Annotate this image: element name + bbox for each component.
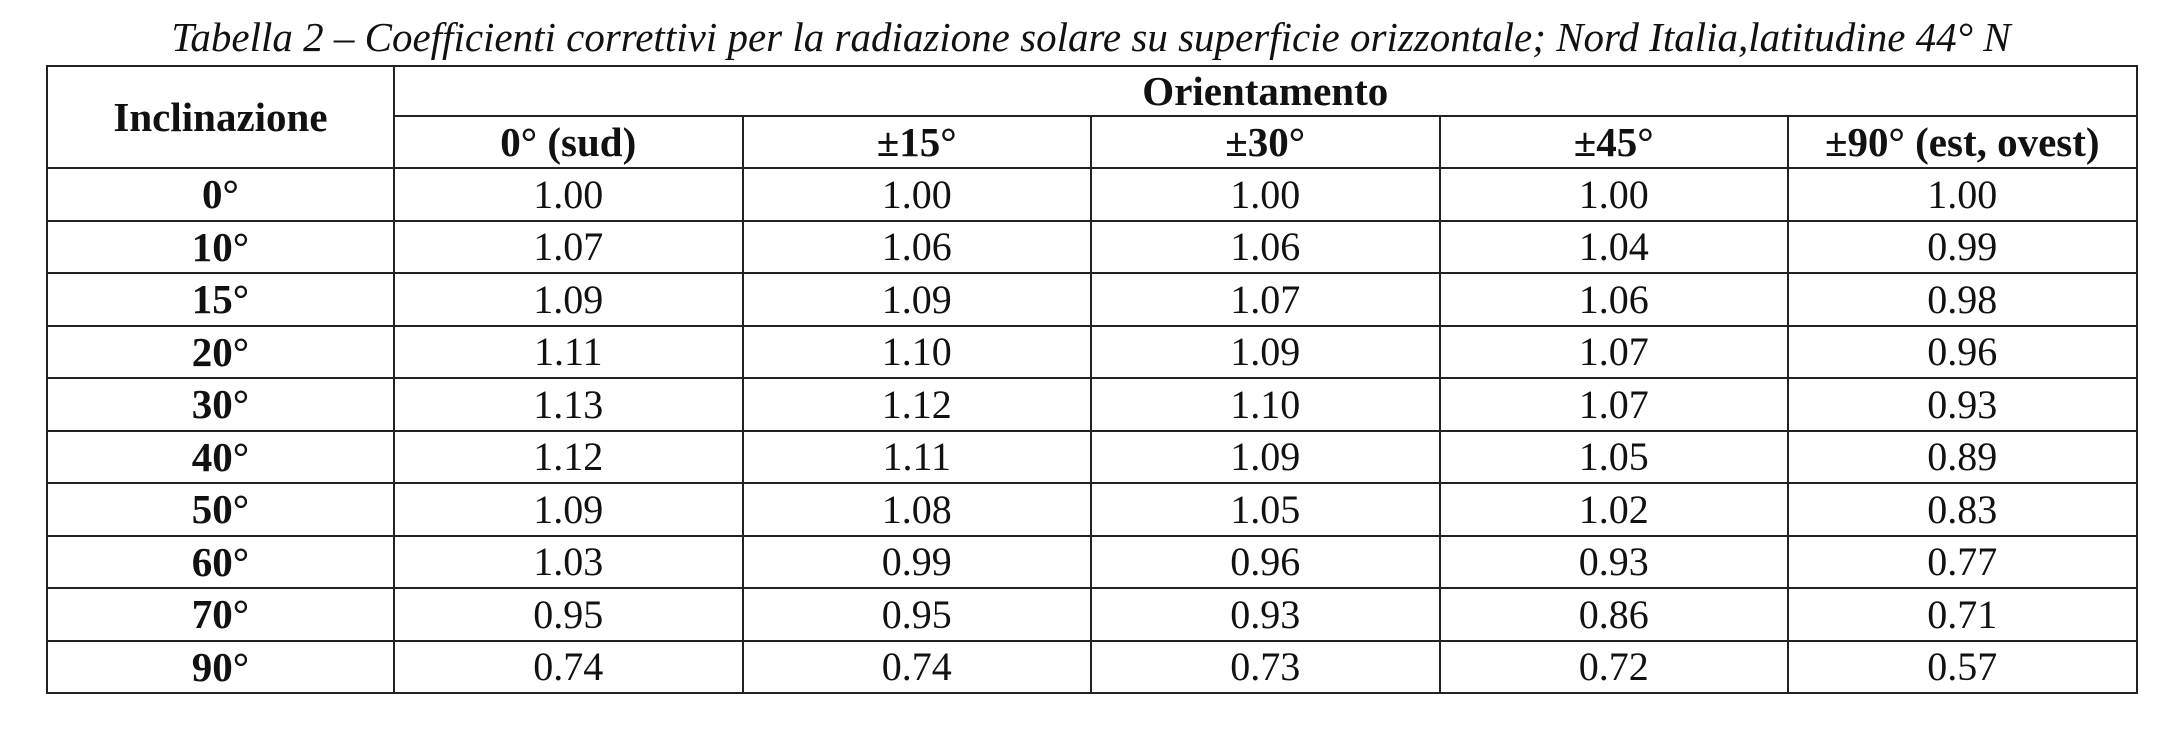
column-header: 0° (sud) <box>393 115 744 169</box>
table-row: 10° 1.07 1.06 1.06 1.04 0.99 <box>46 219 2138 274</box>
column-header: ±30° <box>1090 115 1441 169</box>
table-cell: 1.05 <box>1438 429 1789 484</box>
column-header: ±15° <box>741 115 1092 169</box>
table-row: 15° 1.09 1.09 1.07 1.06 0.98 <box>46 272 2138 327</box>
table-cell: 0.96 <box>1090 534 1441 589</box>
row-label-inclinazione: 50° <box>46 482 395 537</box>
table-cell: 0.71 <box>1787 587 2138 642</box>
table-cell: 1.09 <box>1090 429 1441 484</box>
table-cell: 0.96 <box>1787 324 2138 379</box>
table-cell: 1.12 <box>741 377 1092 432</box>
row-label-inclinazione: 70° <box>46 587 395 642</box>
table-cell: 1.02 <box>1438 482 1789 537</box>
row-label-inclinazione: 15° <box>46 272 395 327</box>
table-cell: 0.72 <box>1438 639 1789 694</box>
table-cell: 1.05 <box>1090 482 1441 537</box>
table-cell: 0.77 <box>1787 534 2138 589</box>
table-row: 50° 1.09 1.08 1.05 1.02 0.83 <box>46 482 2138 537</box>
header-row-columns: 0° (sud) ±15° ±30° ±45° ±90° (est, ovest… <box>47 115 2138 169</box>
row-label-inclinazione: 40° <box>46 429 395 484</box>
row-label-inclinazione: 90° <box>46 639 395 694</box>
table-cell: 1.00 <box>741 167 1092 222</box>
correction-coefficients-table: Inclinazione Orientamento 0° (sud) ±15° … <box>46 65 2138 694</box>
table-cell: 1.10 <box>1090 377 1441 432</box>
table-row: 20° 1.11 1.10 1.09 1.07 0.96 <box>46 324 2138 379</box>
table-cell: 0.83 <box>1787 482 2138 537</box>
table-cell: 0.93 <box>1438 534 1789 589</box>
column-header: ±90° (est, ovest) <box>1787 115 2138 169</box>
table-cell: 0.74 <box>393 639 744 694</box>
row-label-inclinazione: 10° <box>46 219 395 274</box>
table-cell: 1.06 <box>741 219 1092 274</box>
header-inclinazione: Inclinazione <box>46 65 395 169</box>
table-cell: 1.11 <box>741 429 1092 484</box>
table-caption: Tabella 2 – Coefficienti correttivi per … <box>171 14 2011 60</box>
table-cell: 1.00 <box>1438 167 1789 222</box>
table-cell: 1.00 <box>1090 167 1441 222</box>
table-row: 70° 0.95 0.95 0.93 0.86 0.71 <box>46 587 2138 642</box>
table-cell: 1.06 <box>1438 272 1789 327</box>
table-row: 90° 0.74 0.74 0.73 0.72 0.57 <box>46 639 2138 694</box>
table-row: 60° 1.03 0.99 0.96 0.93 0.77 <box>46 534 2138 589</box>
table-cell: 0.95 <box>393 587 744 642</box>
column-header: ±45° <box>1438 115 1789 169</box>
table-cell: 1.13 <box>393 377 744 432</box>
header-row-group: Inclinazione Orientamento <box>46 65 2138 169</box>
table-cell: 0.99 <box>741 534 1092 589</box>
table-body: 0° 1.00 1.00 1.00 1.00 1.00 10° 1.07 1.06 1.06 1.0… <box>46 167 2138 694</box>
table-cell: 1.12 <box>393 429 744 484</box>
table-cell: 0.99 <box>1787 219 2138 274</box>
table-cell: 1.09 <box>741 272 1092 327</box>
table-cell: 1.07 <box>393 219 744 274</box>
table-cell: 1.09 <box>1090 324 1441 379</box>
table-cell: 0.86 <box>1438 587 1789 642</box>
table-cell: 1.00 <box>393 167 744 222</box>
row-label-inclinazione: 0° <box>46 167 395 222</box>
table-cell: 1.09 <box>393 272 744 327</box>
table-cell: 0.74 <box>741 639 1092 694</box>
table-cell: 0.93 <box>1787 377 2138 432</box>
table-cell: 1.07 <box>1438 377 1789 432</box>
table-cell: 0.73 <box>1090 639 1441 694</box>
table-cell: 1.07 <box>1438 324 1789 379</box>
table-cell: 0.89 <box>1787 429 2138 484</box>
table-cell: 1.06 <box>1090 219 1441 274</box>
table-cell: 0.57 <box>1787 639 2138 694</box>
header-orientamento: Orientamento <box>393 65 2138 117</box>
table-cell: 1.09 <box>393 482 744 537</box>
table-row: 30° 1.13 1.12 1.10 1.07 0.93 <box>46 377 2138 432</box>
table-cell: 0.95 <box>741 587 1092 642</box>
table-cell: 1.04 <box>1438 219 1789 274</box>
table-cell: 0.93 <box>1090 587 1441 642</box>
row-label-inclinazione: 20° <box>46 324 395 379</box>
table-header: Inclinazione Orientamento 0° (sud) ±15° … <box>46 65 2138 169</box>
table-cell: 1.00 <box>1787 167 2138 222</box>
table-cell: 1.11 <box>393 324 744 379</box>
table-row: 40° 1.12 1.11 1.09 1.05 0.89 <box>46 429 2138 484</box>
table-cell: 1.03 <box>393 534 744 589</box>
table-row: 0° 1.00 1.00 1.00 1.00 1.00 <box>46 167 2138 222</box>
row-label-inclinazione: 60° <box>46 534 395 589</box>
table-cell: 0.98 <box>1787 272 2138 327</box>
table-cell: 1.07 <box>1090 272 1441 327</box>
table-cell: 1.08 <box>741 482 1092 537</box>
row-label-inclinazione: 30° <box>46 377 395 432</box>
table-cell: 1.10 <box>741 324 1092 379</box>
